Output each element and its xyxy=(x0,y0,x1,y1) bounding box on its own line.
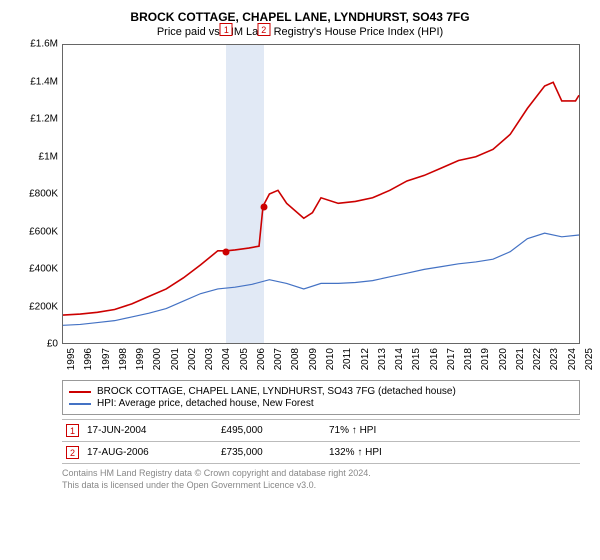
sale-row-pct: 132% ↑ HPI xyxy=(329,447,419,458)
x-tick-label: 2007 xyxy=(273,348,284,370)
legend-row: BROCK COTTAGE, CHAPEL LANE, LYNDHURST, S… xyxy=(69,386,573,397)
y-tick-label: £1.2M xyxy=(20,114,58,125)
legend-swatch xyxy=(69,391,91,393)
chart-title: BROCK COTTAGE, CHAPEL LANE, LYNDHURST, S… xyxy=(10,10,590,24)
sales-table: 1 17-JUN-2004 £495,000 71% ↑ HPI 2 17-AUG-200… xyxy=(62,419,580,464)
y-tick-label: £0 xyxy=(20,339,58,350)
y-tick-label: £200K xyxy=(20,301,58,312)
sale-row-tag: 1 xyxy=(66,424,79,437)
x-tick-label: 2010 xyxy=(325,348,336,370)
y-tick-label: £600K xyxy=(20,226,58,237)
x-tick-label: 1997 xyxy=(101,348,112,370)
x-tick-label: 2004 xyxy=(221,348,232,370)
sale-row-pct: 71% ↑ HPI xyxy=(329,425,419,436)
y-tick-label: £1.4M xyxy=(20,76,58,87)
x-tick-label: 2011 xyxy=(342,348,353,370)
x-tick-label: 2020 xyxy=(498,348,509,370)
x-tick-label: 1999 xyxy=(135,348,146,370)
x-tick-label: 2005 xyxy=(239,348,250,370)
x-tick-label: 2009 xyxy=(308,348,319,370)
x-tick-label: 2014 xyxy=(394,348,405,370)
x-tick-label: 1996 xyxy=(83,348,94,370)
x-tick-label: 2008 xyxy=(290,348,301,370)
y-tick-label: £400K xyxy=(20,264,58,275)
sales-row: 2 17-AUG-2006 £735,000 132% ↑ HPI xyxy=(62,442,580,464)
legend-swatch xyxy=(69,403,91,405)
legend-box: BROCK COTTAGE, CHAPEL LANE, LYNDHURST, S… xyxy=(62,380,580,415)
line-series xyxy=(63,45,579,343)
footnote-line: This data is licensed under the Open Gov… xyxy=(62,480,580,492)
x-tick-label: 2006 xyxy=(256,348,267,370)
x-tick-label: 1998 xyxy=(118,348,129,370)
sale-tag: 1 xyxy=(220,23,233,36)
sale-row-date: 17-AUG-2006 xyxy=(87,447,213,458)
series-line xyxy=(63,233,579,325)
x-tick-label: 2023 xyxy=(549,348,560,370)
x-tick-label: 2024 xyxy=(567,348,578,370)
sale-tag: 2 xyxy=(257,23,270,36)
x-tick-label: 2000 xyxy=(152,348,163,370)
legend-label: BROCK COTTAGE, CHAPEL LANE, LYNDHURST, S… xyxy=(97,386,456,397)
x-tick-label: 2002 xyxy=(187,348,198,370)
x-tick-label: 1995 xyxy=(66,348,77,370)
sale-row-tag: 2 xyxy=(66,446,79,459)
chart-container: BROCK COTTAGE, CHAPEL LANE, LYNDHURST, S… xyxy=(0,0,600,495)
sale-row-price: £495,000 xyxy=(221,425,321,436)
x-tick-label: 2025 xyxy=(584,348,595,370)
legend-label: HPI: Average price, detached house, New … xyxy=(97,398,314,409)
sale-marker xyxy=(260,204,267,211)
y-tick-label: £1M xyxy=(20,151,58,162)
x-tick-label: 2012 xyxy=(360,348,371,370)
x-tick-label: 2021 xyxy=(515,348,526,370)
sale-row-price: £735,000 xyxy=(221,447,321,458)
series-line xyxy=(63,82,579,315)
plot-inner: 12 xyxy=(62,44,580,344)
x-tick-label: 2013 xyxy=(377,348,388,370)
sale-row-date: 17-JUN-2004 xyxy=(87,425,213,436)
x-tick-label: 2019 xyxy=(480,348,491,370)
sale-marker xyxy=(223,249,230,256)
sales-row: 1 17-JUN-2004 £495,000 71% ↑ HPI xyxy=(62,420,580,442)
y-tick-label: £800K xyxy=(20,189,58,200)
footnote-line: Contains HM Land Registry data © Crown c… xyxy=(62,468,580,480)
x-tick-label: 2022 xyxy=(532,348,543,370)
x-tick-label: 2018 xyxy=(463,348,474,370)
legend-row: HPI: Average price, detached house, New … xyxy=(69,398,573,409)
x-tick-label: 2003 xyxy=(204,348,215,370)
y-tick-label: £1.6M xyxy=(20,39,58,50)
footnote: Contains HM Land Registry data © Crown c… xyxy=(62,468,580,491)
chart-subtitle: Price paid vs. HM Land Registry's House … xyxy=(10,26,590,38)
x-tick-label: 2017 xyxy=(446,348,457,370)
plot-area: £0£200K£400K£600K£800K£1M£1.2M£1.4M£1.6M… xyxy=(20,44,580,374)
x-tick-label: 2001 xyxy=(170,348,181,370)
x-tick-label: 2016 xyxy=(429,348,440,370)
x-tick-label: 2015 xyxy=(411,348,422,370)
